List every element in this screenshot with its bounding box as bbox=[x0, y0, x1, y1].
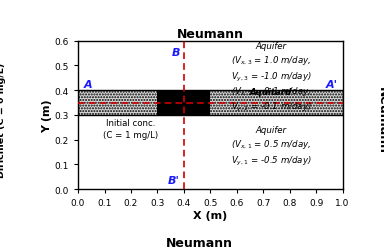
Text: Aquifer
(V$_{x,1}$ = 0.5 m/day,
V$_{y,1}$ = -0.5 m/day): Aquifer (V$_{x,1}$ = 0.5 m/day, V$_{y,1}… bbox=[231, 126, 311, 167]
Text: Dirichlet (C = 0 mg/L): Dirichlet (C = 0 mg/L) bbox=[0, 62, 7, 178]
Text: Aquifer
(V$_{x,3}$ = 1.0 m/day,
V$_{y,3}$ = -1.0 m/day): Aquifer (V$_{x,3}$ = 1.0 m/day, V$_{y,3}… bbox=[231, 42, 311, 83]
Title: Neumann: Neumann bbox=[177, 28, 244, 40]
Text: B: B bbox=[171, 48, 180, 58]
Text: A: A bbox=[83, 80, 92, 90]
Text: Neumann: Neumann bbox=[376, 87, 384, 153]
Y-axis label: Y (m): Y (m) bbox=[42, 99, 52, 132]
Bar bbox=[78, 91, 343, 116]
Text: Aquitard: Aquitard bbox=[250, 88, 292, 97]
Bar bbox=[157, 91, 210, 116]
Text: (V$_{x,2}$ = 0.1 m/day,
V$_{y,2}$ = -0.1 m/day): (V$_{x,2}$ = 0.1 m/day, V$_{y,2}$ = -0.1… bbox=[231, 84, 311, 114]
Text: Initial conc.
(C = 1 mg/L): Initial conc. (C = 1 mg/L) bbox=[103, 119, 159, 139]
Text: Neumann: Neumann bbox=[166, 236, 233, 249]
X-axis label: X (m): X (m) bbox=[193, 210, 227, 220]
Text: B': B' bbox=[168, 175, 180, 185]
Text: A': A' bbox=[325, 80, 337, 90]
